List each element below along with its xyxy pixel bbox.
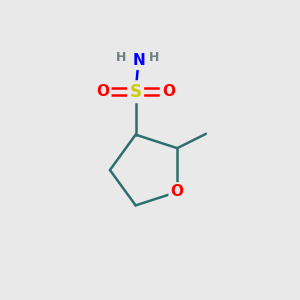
Text: N: N xyxy=(132,53,145,68)
Text: S: S xyxy=(130,83,142,101)
Text: O: O xyxy=(171,184,184,200)
Text: H: H xyxy=(116,51,127,64)
Text: O: O xyxy=(96,84,109,99)
Text: O: O xyxy=(162,84,175,99)
Text: H: H xyxy=(149,51,159,64)
